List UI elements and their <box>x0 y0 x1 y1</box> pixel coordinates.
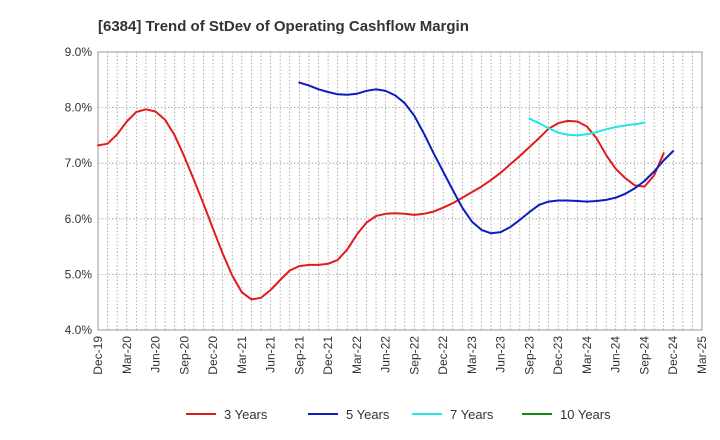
x-tick-label: Mar-25 <box>695 336 709 374</box>
legend-label: 7 Years <box>450 407 494 422</box>
legend-label: 5 Years <box>346 407 390 422</box>
x-tick-label: Jun-20 <box>149 336 163 373</box>
x-tick-label: Sep-24 <box>637 336 651 375</box>
plot-frame <box>97 51 703 331</box>
legend-label: 10 Years <box>560 407 611 422</box>
x-tick-label: Dec-24 <box>666 336 680 375</box>
y-tick-label: 9.0% <box>65 45 93 59</box>
x-tick-label: Jun-24 <box>609 336 623 373</box>
series-line-1 <box>97 108 665 301</box>
series-line-3 <box>528 117 646 137</box>
x-tick-label: Sep-23 <box>522 336 536 375</box>
x-tick-label: Dec-23 <box>551 336 565 375</box>
chart-title: [6384] Trend of StDev of Operating Cashf… <box>98 18 469 35</box>
y-tick-label: 7.0% <box>65 156 93 170</box>
x-tick-label: Dec-20 <box>206 336 220 375</box>
x-tick-label: Sep-20 <box>177 336 191 375</box>
y-tick-label: 6.0% <box>65 212 93 226</box>
x-tick-label: Sep-21 <box>292 336 306 375</box>
x-tick-label: Dec-21 <box>321 336 335 375</box>
series-lines <box>97 81 675 301</box>
x-tick-label: Dec-22 <box>436 336 450 375</box>
x-tick-label: Mar-20 <box>120 336 134 374</box>
x-tick-label: Dec-19 <box>91 336 105 375</box>
y-tick-label: 5.0% <box>65 267 93 281</box>
series-line-2 <box>298 81 675 235</box>
x-tick-label: Jun-23 <box>494 336 508 373</box>
plot-area <box>97 51 703 331</box>
x-tick-label: Jun-22 <box>379 336 393 373</box>
x-axis: Dec-19 Mar-20 Jun-20 Sep-20 Dec-20 Mar-21 Jun-… <box>91 336 709 375</box>
legend-label: 3 Years <box>224 407 268 422</box>
x-tick-label: Mar-22 <box>350 336 364 374</box>
x-tick-label: Mar-23 <box>465 336 479 374</box>
x-tick-label: Sep-22 <box>407 336 421 375</box>
x-tick-label: Mar-21 <box>235 336 249 374</box>
y-tick-label: 8.0% <box>65 101 93 115</box>
legend: 3 Years 5 Years 7 Years 10 Years <box>186 407 611 422</box>
x-tick-label: Mar-24 <box>580 336 594 374</box>
y-axis: 4.0% 5.0% 6.0% 7.0% 8.0% 9.0% <box>65 45 93 337</box>
x-tick-label: Jun-21 <box>264 336 278 373</box>
y-tick-label: 4.0% <box>65 323 93 337</box>
